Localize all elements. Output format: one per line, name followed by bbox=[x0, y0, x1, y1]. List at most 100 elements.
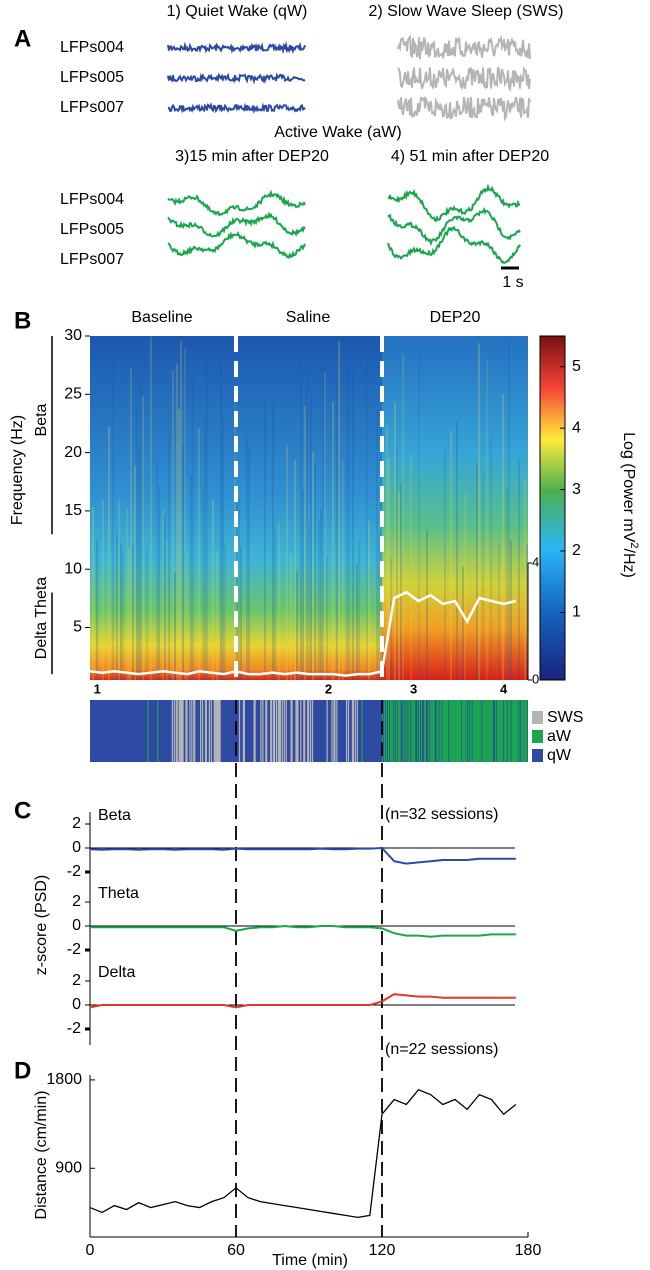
spectrogram-streak bbox=[366, 354, 368, 680]
spectrogram-streak bbox=[240, 546, 242, 680]
state-segment bbox=[413, 700, 415, 762]
spectrogram-dep bbox=[382, 336, 528, 680]
y-tick-label: 10 bbox=[64, 560, 82, 577]
state-segment bbox=[351, 700, 354, 762]
state-segment bbox=[499, 700, 501, 762]
state-segment bbox=[266, 700, 268, 762]
spectrogram-streak bbox=[336, 374, 338, 680]
spectrogram-streak bbox=[246, 435, 248, 680]
spectrogram-streak bbox=[338, 341, 340, 680]
state-segment bbox=[218, 700, 220, 762]
state-segment bbox=[514, 700, 516, 762]
y-axis-label: Frequency (Hz) bbox=[9, 415, 26, 525]
state-segment bbox=[474, 700, 476, 762]
state-segment bbox=[215, 700, 217, 762]
lfp-trace bbox=[387, 225, 521, 265]
state-segment bbox=[455, 700, 458, 762]
state-segment bbox=[179, 700, 181, 762]
spectrogram-streak bbox=[510, 539, 512, 680]
spectrogram-streak bbox=[346, 366, 348, 680]
state-segment bbox=[214, 700, 216, 762]
state-segment bbox=[482, 700, 484, 762]
state-segment bbox=[414, 700, 416, 762]
state-segment bbox=[442, 700, 444, 762]
colorbar-tick-label: 1 bbox=[572, 604, 581, 621]
spectrogram-streak bbox=[168, 433, 170, 680]
spectrogram-streak bbox=[286, 445, 288, 680]
legend-swatch bbox=[532, 730, 543, 743]
y-tick-label: 30 bbox=[64, 327, 82, 344]
state-segment bbox=[385, 700, 388, 762]
spectrogram-streak bbox=[426, 529, 428, 680]
state-segment bbox=[477, 700, 479, 762]
spectrogram-streak bbox=[396, 445, 398, 680]
state-segment bbox=[180, 700, 182, 762]
spectrogram-streak bbox=[332, 401, 334, 680]
lfp-trace bbox=[167, 72, 306, 85]
state-segment bbox=[331, 700, 333, 762]
state-segment bbox=[433, 700, 435, 762]
trace-title: Active Wake (aW) bbox=[274, 124, 401, 141]
state-segment bbox=[285, 700, 287, 762]
state-segment bbox=[300, 700, 302, 762]
y-axis-label: Distance (cm/min) bbox=[33, 1091, 50, 1220]
state-segment bbox=[508, 700, 510, 762]
state-segment bbox=[412, 700, 414, 762]
lfp-trace bbox=[167, 189, 306, 217]
state-segment bbox=[333, 700, 335, 762]
state-segment bbox=[443, 700, 445, 762]
state-segment bbox=[217, 700, 219, 762]
state-segment bbox=[430, 700, 432, 762]
state-segment bbox=[296, 700, 298, 762]
spectrogram-streak bbox=[464, 493, 466, 680]
channel-label: LFPs005 bbox=[60, 69, 124, 86]
spectrogram-streak bbox=[138, 445, 140, 680]
spectrogram-streak bbox=[172, 370, 174, 680]
spectrogram-streak bbox=[164, 516, 166, 680]
state-segment bbox=[515, 700, 517, 762]
spectrogram-streak bbox=[158, 485, 160, 680]
state-segment bbox=[395, 700, 397, 762]
state-segment bbox=[507, 700, 509, 762]
y-tick-label: 2 bbox=[72, 972, 81, 989]
spectrogram-streak bbox=[402, 354, 404, 680]
panel-label: C bbox=[14, 797, 31, 824]
colorbar-tick-label: 2 bbox=[572, 542, 581, 559]
state-segment bbox=[511, 700, 513, 762]
spectrogram-streak bbox=[120, 543, 122, 680]
x-tick-label: 0 bbox=[86, 1242, 95, 1259]
spectrogram-streak bbox=[162, 508, 164, 680]
state-segment bbox=[254, 700, 256, 762]
state-segment bbox=[489, 700, 491, 762]
spectrogram-streak bbox=[476, 464, 478, 680]
state-segment bbox=[408, 700, 410, 762]
state-segment bbox=[205, 700, 208, 762]
state-segment bbox=[242, 700, 245, 762]
state-segment bbox=[404, 700, 406, 762]
state-segment bbox=[513, 700, 515, 762]
state-segment bbox=[326, 700, 328, 762]
spectrogram-streak bbox=[264, 400, 266, 680]
state-segment bbox=[501, 700, 503, 762]
colorbar-label-part: Log (Power mV bbox=[620, 432, 637, 543]
spectrogram-streak bbox=[142, 395, 144, 680]
spectrogram-streak bbox=[198, 428, 200, 680]
state-segment bbox=[424, 700, 427, 762]
state-segment bbox=[453, 700, 455, 762]
state-segment bbox=[397, 700, 399, 762]
spectrogram-streak bbox=[388, 458, 390, 680]
state-segment bbox=[391, 700, 393, 762]
state-segment bbox=[191, 700, 193, 762]
lfp-trace bbox=[397, 95, 531, 122]
state-segment bbox=[399, 700, 401, 762]
state-segment bbox=[480, 700, 482, 762]
colorbar-tick-label: 3 bbox=[572, 481, 581, 498]
state-segment bbox=[260, 700, 262, 762]
state-segment bbox=[464, 700, 466, 762]
state-segment bbox=[470, 700, 472, 762]
colorbar-label-part: /Hz) bbox=[620, 549, 637, 578]
spectrogram-streak bbox=[166, 540, 168, 680]
spectrogram-streak bbox=[130, 367, 132, 680]
spectrogram-streak bbox=[314, 464, 316, 680]
spectrogram-streak bbox=[444, 449, 446, 680]
